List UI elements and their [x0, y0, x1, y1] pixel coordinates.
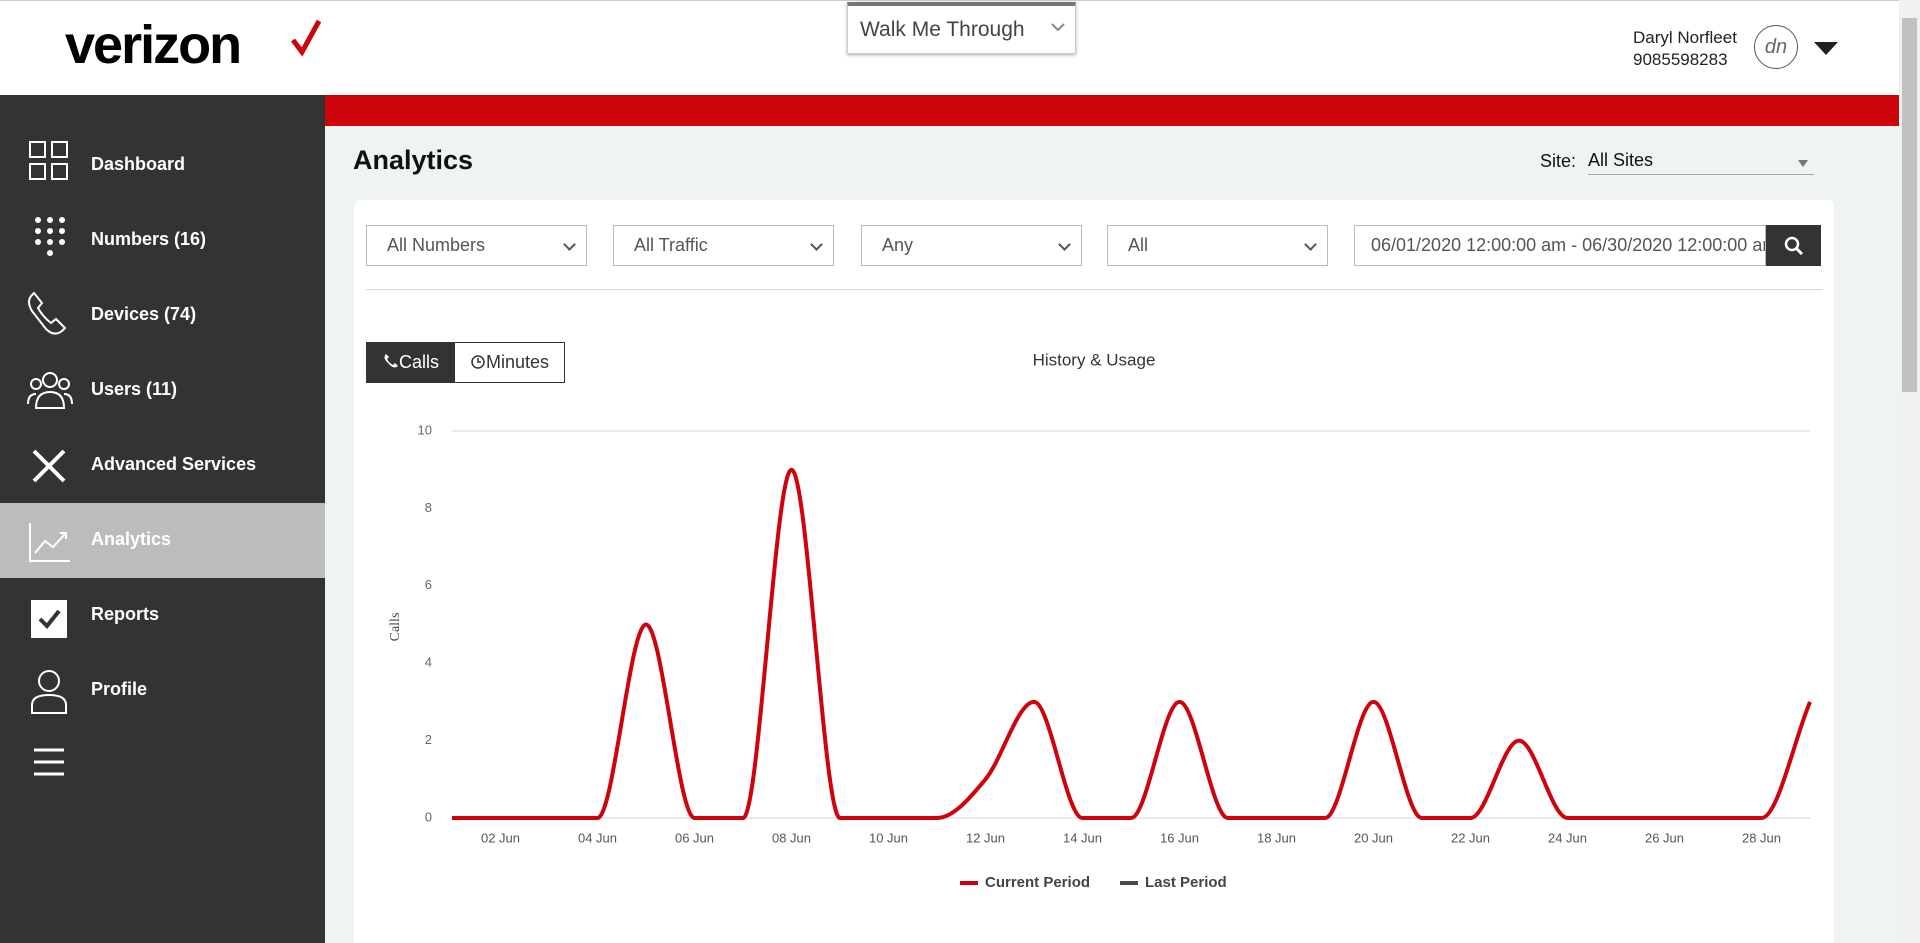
walkthrough-button[interactable]	[847, 2, 1076, 54]
nav-item[interactable]: Reports	[91, 604, 160, 624]
y-tick-label: 6	[425, 577, 432, 592]
x-tick-label: 18 Jun	[1257, 830, 1296, 845]
phone-icon	[384, 354, 398, 368]
site-arrow	[1798, 160, 1808, 167]
nav-item[interactable]: Dashboard	[91, 154, 186, 174]
y-tick-label: 2	[425, 732, 432, 747]
x-tick-label: 26 Jun	[1645, 830, 1684, 845]
nav-icons	[27, 141, 73, 776]
scrollbar-thumb[interactable]	[1902, 18, 1917, 392]
x-tick-label: 16 Jun	[1160, 830, 1199, 845]
filter-select[interactable]: Any	[861, 225, 1082, 266]
y-tick-label: 10	[418, 422, 432, 437]
nav-item[interactable]: Advanced Services	[91, 454, 257, 474]
x-tick-label: 08 Jun	[772, 830, 811, 845]
walkthrough-label: Walk Me Through	[860, 18, 1025, 41]
divider	[366, 289, 1823, 290]
x-tick-label: 22 Jun	[1451, 830, 1490, 845]
y-tick-label: 8	[425, 500, 432, 515]
chevron	[1051, 23, 1065, 32]
x-tick-label: 02 Jun	[481, 830, 520, 845]
active-nav-bg	[0, 503, 325, 578]
date-range-input[interactable]: 06/01/2020 12:00:00 am - 06/30/2020 12:0…	[1354, 225, 1766, 266]
site-select[interactable]: All Sites	[1588, 150, 1814, 175]
nav-item[interactable]: Analytics	[91, 529, 172, 549]
nav-item[interactable]: Numbers (16)	[91, 229, 207, 249]
page-title: Analytics	[353, 145, 474, 175]
site-label: Site:	[1540, 151, 1577, 171]
logo[interactable]: verizon	[65, 15, 242, 75]
x-tick-label: 20 Jun	[1354, 830, 1393, 845]
x-tick-label: 06 Jun	[675, 830, 714, 845]
nav-item[interactable]: Users (11)	[91, 379, 178, 399]
red-band	[300, 95, 1899, 126]
logo-check	[291, 19, 322, 57]
search-button[interactable]	[1766, 225, 1821, 266]
calls-toggle[interactable]	[366, 342, 454, 383]
x-tick-label: 04 Jun	[578, 830, 617, 845]
x-tick-label: 28 Jun	[1742, 830, 1781, 845]
nav-item[interactable]: Devices (74)	[91, 304, 197, 324]
filter-select[interactable]: All	[1107, 225, 1328, 266]
y-tick-label: 4	[425, 655, 432, 670]
x-tick-label: 12 Jun	[966, 830, 1005, 845]
filter-select[interactable]: All Numbers	[366, 225, 587, 266]
user-name: Daryl Norfleet	[1633, 28, 1737, 47]
chart-title: History & Usage	[1033, 350, 1156, 369]
calls-label: Calls	[399, 352, 440, 372]
user-phone: 9085598283	[1633, 50, 1728, 69]
minutes-toggle[interactable]	[454, 342, 565, 383]
clock-icon	[471, 355, 485, 369]
y-tick-label: 0	[425, 809, 432, 824]
series-line	[452, 467, 1812, 820]
legend-label: Current Period	[985, 874, 1090, 891]
filter-select[interactable]: All Traffic	[613, 225, 834, 266]
avatar[interactable]: dn	[1754, 25, 1798, 69]
x-tick-label: 10 Jun	[869, 830, 908, 845]
y-axis-label: Calls	[388, 613, 403, 642]
search-icon	[1784, 236, 1804, 256]
minutes-label: Minutes	[486, 352, 550, 372]
nav-item[interactable]: Profile	[91, 679, 148, 699]
legend-label: Last Period	[1145, 874, 1227, 891]
x-tick-label: 24 Jun	[1548, 830, 1587, 845]
user-menu-arrow[interactable]	[1812, 40, 1840, 56]
x-tick-label: 14 Jun	[1063, 830, 1102, 845]
